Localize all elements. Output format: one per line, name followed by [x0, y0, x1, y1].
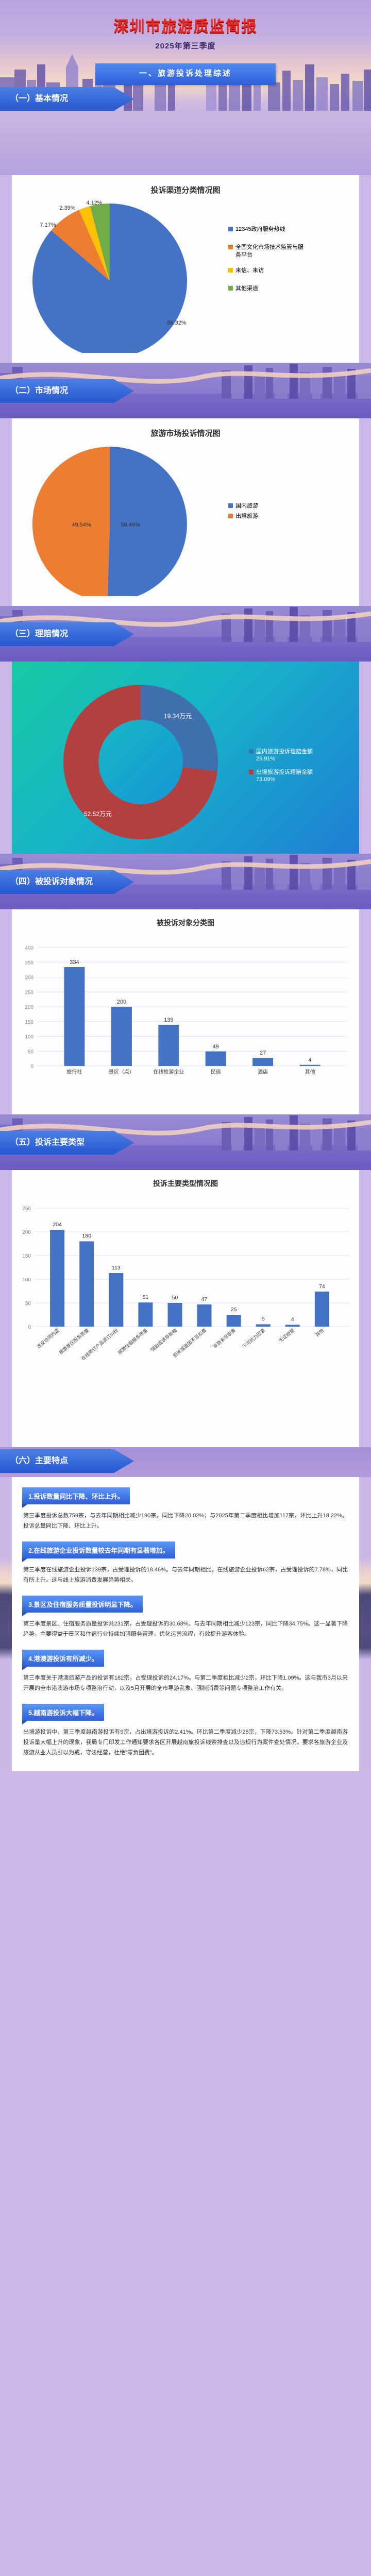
svg-text:不可抗力因素: 不可抗力因素 [241, 1327, 266, 1349]
svg-text:酒店: 酒店 [258, 1069, 268, 1075]
svg-text:200: 200 [22, 1230, 31, 1235]
svg-text:52.52万元: 52.52万元 [84, 810, 112, 818]
svg-text:无证经营: 无证经营 [278, 1327, 296, 1344]
svg-text:50: 50 [28, 1049, 34, 1055]
svg-text:2.39%: 2.39% [59, 205, 75, 211]
svg-text:50.46%: 50.46% [121, 522, 140, 528]
svg-text:旅游景区服务质量: 旅游景区服务质量 [58, 1327, 90, 1355]
svg-text:400: 400 [25, 945, 33, 951]
svg-text:4: 4 [309, 1057, 312, 1063]
svg-text:4: 4 [291, 1316, 294, 1323]
svg-text:200: 200 [25, 1005, 33, 1010]
svg-text:务平台: 务平台 [235, 251, 252, 258]
svg-text:来信、来访: 来信、来访 [235, 267, 264, 274]
svg-text:51: 51 [143, 1294, 149, 1300]
svg-text:7.17%: 7.17% [40, 222, 56, 228]
svg-text:在线旅游企业: 在线旅游企业 [153, 1069, 184, 1075]
svg-text:0: 0 [30, 1064, 33, 1070]
svg-text:其他渠道: 其他渠道 [235, 284, 258, 292]
svg-text:国内旅游投诉理赔金额: 国内旅游投诉理赔金额 [256, 748, 313, 755]
svg-text:12345政府服务热线: 12345政府服务热线 [235, 225, 285, 232]
svg-text:旅游住宿服务质量: 旅游住宿服务质量 [116, 1327, 148, 1355]
svg-text:26.91%: 26.91% [256, 756, 276, 762]
svg-text:强迫或诱导购物: 强迫或诱导购物 [149, 1327, 178, 1352]
svg-text:国内旅游: 国内旅游 [235, 502, 258, 509]
svg-text:5: 5 [262, 1316, 265, 1322]
svg-text:49: 49 [213, 1044, 219, 1050]
svg-text:300: 300 [25, 975, 33, 981]
svg-text:景区（点）: 景区（点） [109, 1069, 134, 1075]
svg-text:出境旅游: 出境旅游 [235, 512, 258, 519]
svg-text:27: 27 [260, 1050, 266, 1056]
svg-text:100: 100 [22, 1277, 31, 1283]
svg-text:86.32%: 86.32% [167, 320, 187, 326]
svg-text:250: 250 [22, 1206, 31, 1212]
svg-text:违反合同约定: 违反合同约定 [36, 1327, 60, 1349]
svg-text:出境旅游投诉理赔金额: 出境旅游投诉理赔金额 [256, 768, 313, 775]
svg-text:其他: 其他 [305, 1069, 315, 1075]
svg-text:50: 50 [172, 1295, 178, 1301]
svg-text:47: 47 [201, 1296, 208, 1302]
svg-text:250: 250 [25, 990, 33, 995]
svg-text:25: 25 [231, 1307, 237, 1313]
svg-text:民宿: 民宿 [211, 1069, 221, 1075]
svg-text:4.12%: 4.12% [86, 200, 102, 206]
svg-text:334: 334 [70, 959, 79, 965]
svg-text:139: 139 [164, 1017, 173, 1023]
svg-text:全国文化市场技术监管与服: 全国文化市场技术监管与服 [235, 243, 303, 250]
svg-text:200: 200 [117, 999, 126, 1005]
svg-text:导游未尽职责: 导游未尽职责 [212, 1327, 237, 1349]
svg-text:74: 74 [319, 1283, 325, 1290]
svg-text:350: 350 [25, 960, 33, 966]
svg-text:49.54%: 49.54% [72, 522, 91, 528]
svg-text:113: 113 [112, 1265, 121, 1271]
svg-text:0: 0 [28, 1325, 31, 1330]
svg-text:73.09%: 73.09% [256, 776, 276, 783]
svg-text:150: 150 [22, 1253, 31, 1259]
svg-text:180: 180 [82, 1233, 91, 1239]
svg-text:50: 50 [25, 1301, 31, 1307]
svg-text:旅行社: 旅行社 [66, 1069, 82, 1075]
svg-text:其他: 其他 [314, 1327, 325, 1337]
svg-text:204: 204 [53, 1222, 62, 1228]
svg-text:100: 100 [25, 1035, 33, 1040]
svg-text:150: 150 [25, 1020, 33, 1025]
svg-text:19.34万元: 19.34万元 [164, 713, 192, 720]
